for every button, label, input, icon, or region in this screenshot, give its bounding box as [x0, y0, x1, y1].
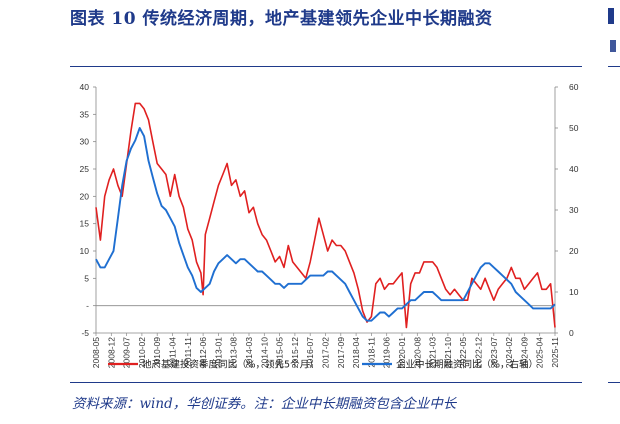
- right-tick-label: 30: [569, 205, 579, 215]
- x-tick-label: 2008-05: [91, 337, 101, 368]
- x-tick-label: 2021-10: [443, 337, 453, 368]
- right-tick-label: 0: [569, 328, 574, 338]
- figure-title: 图表 10 传统经济周期，地产基建领先企业中长期融资: [70, 9, 493, 29]
- neighbor-title-fragment: [608, 8, 620, 26]
- left-tick-label: -5: [81, 328, 89, 338]
- x-tick-label: 2020-01: [397, 337, 407, 368]
- series-line-corporate-financing: [95, 127, 556, 322]
- x-tick-label: 2023-07: [489, 337, 499, 368]
- x-tick-label: 2024-09: [519, 337, 529, 368]
- x-tick-label: 2009-07: [122, 337, 132, 368]
- neighbor-title-fragment-2: [610, 40, 620, 56]
- left-tick-label: 25: [80, 164, 90, 174]
- legend-label: 企业中长期融资同比（%，右轴）: [396, 359, 538, 371]
- x-tick-label: 2017-02: [321, 337, 331, 368]
- left-tick-label: 30: [80, 137, 90, 147]
- left-tick-label: 35: [80, 109, 90, 119]
- right-tick-label: 50: [569, 123, 579, 133]
- x-tick-label: 2010-02: [137, 337, 147, 368]
- title-divider: [70, 66, 582, 67]
- x-tick-label: 2014-10: [259, 337, 269, 368]
- x-tick-label: 2017-09: [336, 337, 346, 368]
- x-tick-label: 2024-02: [504, 337, 514, 368]
- neighbor-title-divider: [608, 66, 620, 67]
- chart-series-lines: [95, 102, 556, 329]
- x-tick-label: 2014-03: [244, 337, 254, 368]
- chart-legend: 地产基建投资季度同比（%，领先5个月） 企业中长期融资同比（%，右轴）: [108, 359, 538, 371]
- right-tick-label: 40: [569, 164, 579, 174]
- chart-tick-labels: 40 35 30 25 20 15 10 5 - -5 60 50 40 30 20 10 0 2008-05 20…: [80, 82, 579, 368]
- x-tick-label: 2008-12: [106, 337, 116, 368]
- x-tick-label: 2012-06: [198, 337, 208, 368]
- right-tick-label: 10: [569, 287, 579, 297]
- x-tick-label: 2016-07: [305, 337, 315, 368]
- x-tick-label: 2021-03: [428, 337, 438, 368]
- x-tick-label: 2011-04: [168, 337, 178, 368]
- x-tick-label: 2015-05: [275, 337, 285, 368]
- right-tick-label: 20: [569, 246, 579, 256]
- left-tick-label: 5: [84, 273, 89, 283]
- x-tick-label: 2018-04: [351, 337, 361, 368]
- x-tick-label: 2011-11: [183, 337, 193, 367]
- x-tick-label: 2015-12: [290, 337, 300, 368]
- x-tick-label: 2010-09: [152, 337, 162, 368]
- series-line-property-infra: [95, 102, 556, 329]
- left-tick-label: 15: [80, 219, 90, 229]
- left-tick-label: 20: [80, 191, 90, 201]
- x-tick-label: 2013-08: [229, 337, 239, 368]
- footer-divider: [70, 382, 582, 383]
- x-tick-label: 2018-11: [366, 337, 376, 368]
- left-tick-label: 10: [80, 246, 90, 256]
- x-tick-label: 2025-04: [535, 337, 545, 368]
- legend-label: 地产基建投资季度同比（%，领先5个月）: [142, 359, 319, 371]
- x-tick-label: 2022-12: [474, 337, 484, 368]
- x-tick-label: 2020-08: [412, 337, 422, 368]
- left-tick-label: -: [86, 301, 89, 311]
- x-tick-label: 2013-01: [213, 337, 223, 368]
- x-tick-label: 2022-05: [458, 337, 468, 368]
- source-note: 资料来源：wind，华创证券。注：企业中长期融资包含企业中长: [72, 396, 457, 412]
- neighbor-footer-divider: [608, 382, 620, 383]
- right-tick-label: 60: [569, 82, 579, 92]
- chart-axes: [93, 86, 558, 336]
- x-tick-label: 2019-06: [382, 337, 392, 368]
- left-tick-label: 40: [80, 82, 90, 92]
- x-tick-label: 2025-11: [550, 337, 560, 368]
